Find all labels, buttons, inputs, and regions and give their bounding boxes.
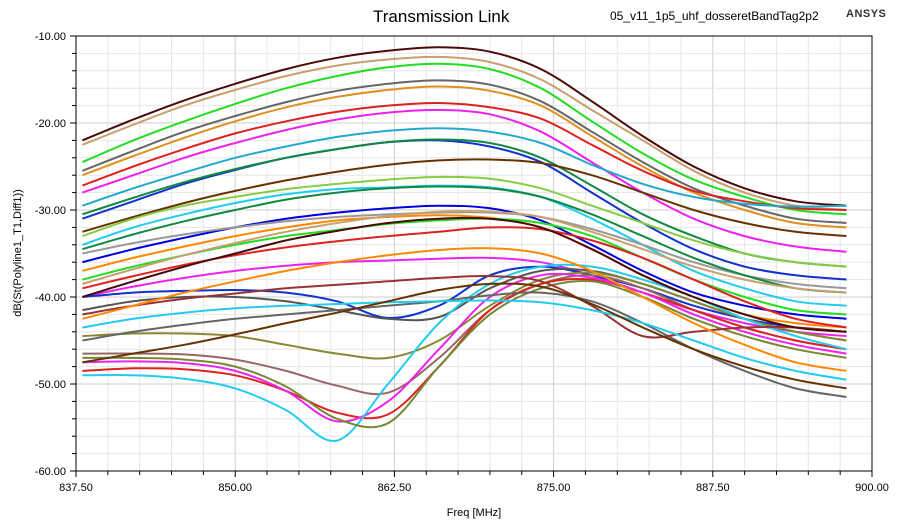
x-tick-label: 837.50 [59,482,93,494]
y-tick-label: -10.00 [35,31,66,43]
series-line-29 [82,274,847,339]
series-line-26 [82,263,847,442]
series-line-11 [82,158,847,238]
series-line-34 [82,210,847,294]
series-line-14 [82,204,847,320]
ansys-logo: ANSYS [846,8,887,20]
x-tick-label: 900.00 [855,482,889,494]
y-axis-label: dB(St(Polyline1_T1,Diff1)) [12,189,24,317]
series-line-2 [82,55,847,211]
y-tick-label: -40.00 [35,292,66,304]
axis-ticks: 837.50 850.00 862.50 875.00 887.50 900.00 -10.… [35,31,889,494]
series-line-25 [82,272,847,423]
x-tick-label: 875.00 [537,482,571,494]
series-line-5 [82,85,847,229]
x-tick-label: 850.00 [218,482,252,494]
series-line-28 [82,291,847,398]
series-line-19 [82,256,847,338]
x-axis-label: Freq [MHz] [447,507,501,519]
series-line-1 [82,46,847,207]
series-line-27 [82,279,847,429]
series-line-30 [82,299,847,381]
series-line-22 [82,271,847,360]
y-tick-label: -30.00 [35,205,66,217]
chart-title: Transmission Link [373,7,510,26]
series-line-8 [82,127,847,208]
series-line-12 [82,175,847,268]
series-line-15 [82,211,847,290]
series-line-31 [82,185,847,294]
series-line-20 [82,265,847,333]
series-lines [82,46,847,442]
series-line-6 [82,101,847,211]
series-line-32 [82,247,847,372]
series-line-10 [82,138,847,268]
series-line-33 [82,282,847,390]
series-line-3 [82,62,847,216]
x-tick-label: 887.50 [696,482,730,494]
x-tick-label: 862.50 [378,482,412,494]
series-line-13 [82,184,847,307]
y-tick-label: -50.00 [35,379,66,391]
series-line-9 [82,139,847,281]
y-tick-label: -60.00 [35,466,66,478]
series-line-35 [82,216,847,333]
project-name: 05_v11_1p5_uhf_dosseretBandTag2p2 [610,9,819,23]
series-line-7 [82,108,847,253]
y-tick-label: -20.00 [35,118,66,130]
plot-frame [75,35,873,472]
